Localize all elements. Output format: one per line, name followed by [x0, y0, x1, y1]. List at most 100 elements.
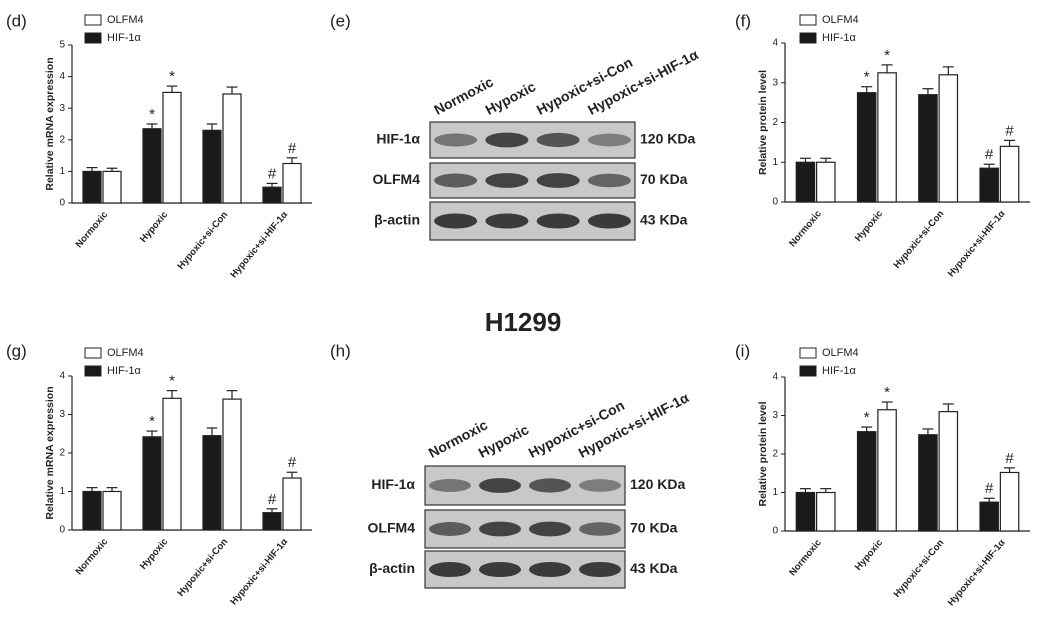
size-label: 70 KDa: [630, 520, 678, 536]
band: [434, 173, 478, 188]
x-tick-label: Hypoxic: [138, 536, 170, 571]
significance-marker: #: [985, 480, 994, 497]
band: [434, 133, 478, 147]
y-tick-label: 4: [59, 71, 65, 82]
y-tick-label: 2: [59, 448, 65, 459]
bar: [877, 72, 897, 203]
y-tick-label: 3: [59, 409, 65, 420]
legend-label: OLFM4: [822, 14, 859, 26]
row-label: OLFM4: [373, 171, 421, 187]
bar: [918, 94, 938, 203]
y-tick-label: 1: [59, 486, 65, 497]
bar: [142, 128, 162, 204]
panel-label: (f): [735, 11, 751, 30]
band: [485, 132, 529, 148]
band: [479, 478, 521, 493]
y-tick-label: 0: [772, 526, 778, 537]
significance-marker: *: [149, 106, 155, 123]
significance-marker: *: [169, 68, 175, 85]
panel-label: (d): [6, 11, 27, 30]
legend-label: HIF-1α: [822, 365, 857, 377]
x-tick-label: Hypoxic+si-HIF-1α: [228, 536, 290, 607]
legend-label: OLFM4: [107, 14, 144, 26]
panel-label: (g): [6, 341, 27, 360]
y-tick-label: 2: [59, 134, 65, 145]
significance-marker: *: [884, 47, 890, 64]
significance-marker: #: [1005, 122, 1014, 139]
band: [485, 173, 529, 188]
row-label: HIF-1α: [371, 476, 415, 492]
bar: [999, 471, 1020, 532]
bar: [222, 93, 242, 204]
y-axis-label: Relative protein level: [757, 70, 769, 175]
band: [479, 521, 521, 537]
bar: [938, 74, 959, 203]
legend-label: OLFM4: [107, 347, 144, 359]
bar: [856, 92, 877, 203]
size-label: 120 KDa: [630, 476, 685, 492]
x-tick-label: Hypoxic+si-HIF-1α: [946, 537, 1008, 608]
legend-swatch: [84, 347, 102, 359]
bar: [816, 491, 836, 532]
band: [579, 479, 621, 492]
y-tick-label: 1: [772, 157, 778, 168]
y-axis-label: Relative protein level: [757, 401, 769, 506]
bar: [102, 170, 122, 204]
band: [587, 213, 631, 229]
y-tick-label: 3: [772, 77, 778, 88]
x-tick-label: Hypoxic+si-HIF-1α: [946, 208, 1008, 279]
y-tick-label: 3: [772, 410, 778, 421]
x-tick-label: Hypoxic+si-Con: [175, 209, 230, 271]
significance-marker: *: [149, 413, 155, 430]
legend-swatch: [84, 32, 102, 44]
band: [587, 133, 631, 147]
bar: [816, 161, 836, 203]
x-tick-label: Hypoxic+si-Con: [175, 536, 230, 598]
band: [529, 521, 571, 537]
legend-swatch: [84, 365, 102, 377]
significance-marker: #: [268, 165, 277, 182]
legend-swatch: [799, 32, 817, 44]
bar: [142, 436, 162, 531]
bar: [202, 435, 222, 531]
y-tick-label: 0: [772, 197, 778, 208]
row-label: OLFM4: [368, 520, 416, 536]
x-tick-label: Hypoxic+si-Con: [892, 208, 947, 270]
panel-label: (i): [735, 341, 750, 360]
size-label: 70 KDa: [640, 171, 688, 187]
x-tick-label: Hypoxic+si-Con: [892, 537, 947, 599]
legend-label: HIF-1α: [107, 365, 142, 377]
x-tick-label: Hypoxic: [853, 537, 885, 572]
size-label: 120 KDa: [640, 131, 695, 147]
figure-title: H1299: [485, 307, 562, 337]
significance-marker: *: [884, 384, 890, 401]
band: [529, 561, 571, 578]
band: [579, 522, 621, 536]
bar: [282, 162, 302, 204]
panel-label: (e): [330, 11, 351, 30]
y-tick-label: 4: [59, 371, 65, 382]
bar: [222, 398, 242, 531]
band: [579, 561, 621, 578]
y-tick-label: 4: [772, 38, 778, 49]
x-tick-label: Normoxic: [74, 536, 111, 577]
legend-label: HIF-1α: [822, 32, 857, 44]
y-tick-label: 5: [59, 40, 65, 51]
bar: [162, 397, 182, 531]
band: [587, 173, 631, 188]
band: [479, 561, 521, 578]
bar: [162, 91, 182, 204]
row-label: β-actin: [369, 560, 415, 576]
significance-marker: *: [169, 373, 175, 390]
y-tick-label: 4: [772, 372, 778, 383]
size-label: 43 KDa: [630, 560, 678, 576]
x-tick-label: Normoxic: [74, 209, 111, 250]
y-tick-label: 0: [59, 198, 65, 209]
bar: [795, 161, 816, 203]
x-tick-label: Hypoxic: [853, 208, 885, 243]
bar: [999, 145, 1020, 203]
legend-swatch: [799, 14, 817, 26]
bar: [262, 512, 282, 531]
band: [429, 561, 471, 578]
